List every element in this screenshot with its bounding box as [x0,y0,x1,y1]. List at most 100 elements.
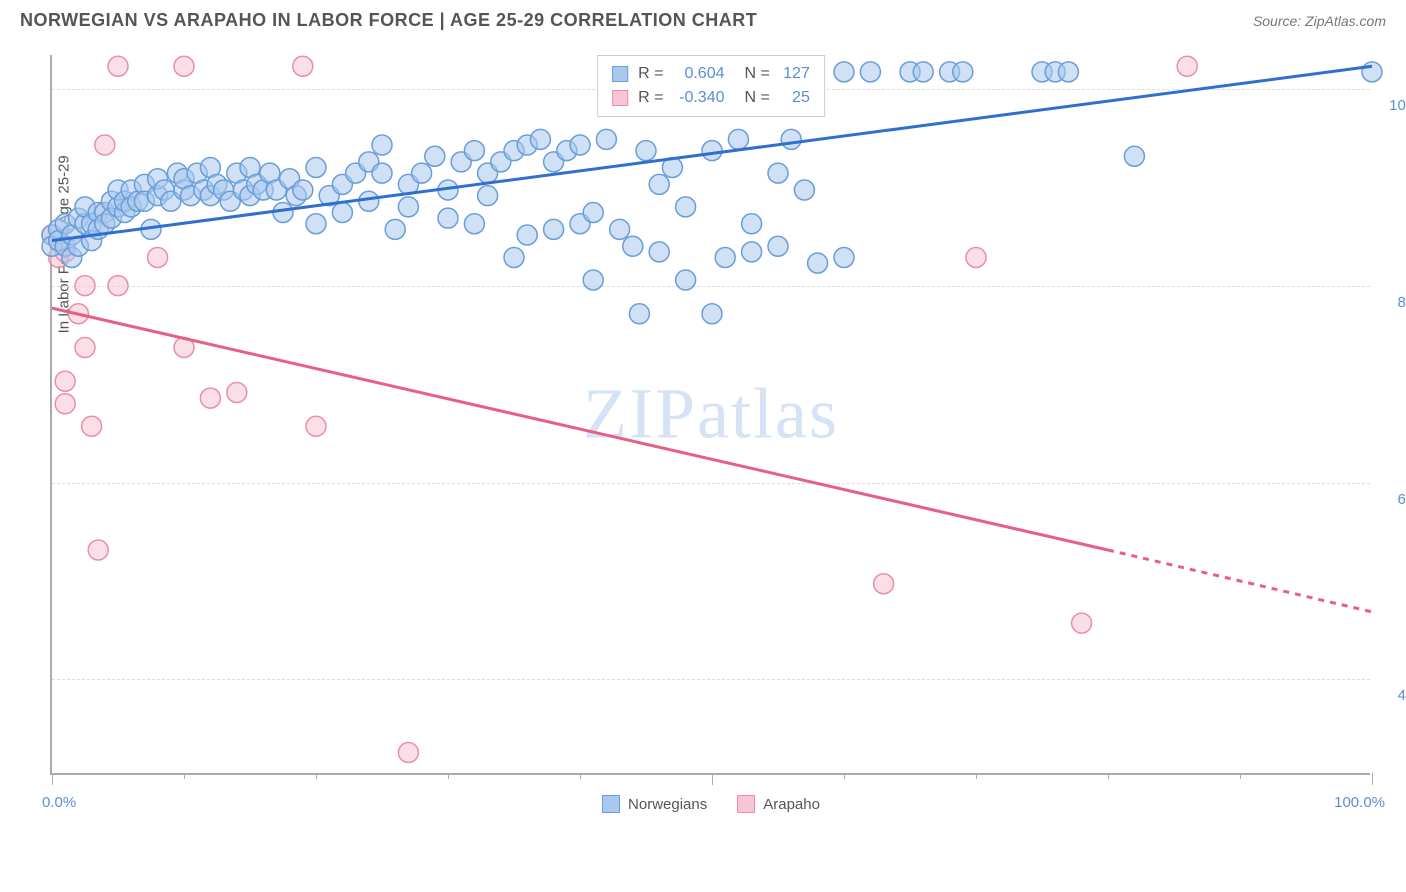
data-point [808,253,828,273]
data-point [544,219,564,239]
chart-container: NORWEGIAN VS ARAPAHO IN LABOR FORCE | AG… [0,0,1406,892]
data-point [398,743,418,763]
legend-item: Norwegians [602,795,707,813]
data-point [629,304,649,324]
data-point [332,203,352,223]
data-point [359,191,379,211]
stats-r-value: 0.604 [670,62,725,86]
stats-box: R = 0.604 N =127 R = -0.340 N =25 [597,55,825,117]
data-point [649,174,669,194]
data-point [372,135,392,155]
y-tick-label: 100.0% [1389,97,1406,114]
x-axis-label-max: 100.0% [1334,794,1385,811]
data-point [385,219,405,239]
legend-swatch [602,795,620,813]
x-tick-minor [448,773,449,779]
data-point [438,208,458,228]
data-point [610,219,630,239]
stats-n-value: 127 [776,62,810,86]
stats-n-value: 25 [776,86,810,110]
data-point [768,236,788,256]
x-tick-minor [316,773,317,779]
y-tick-label: 65.0% [1397,491,1406,508]
data-point [570,135,590,155]
data-point [293,180,313,200]
data-point [517,225,537,245]
data-point [913,62,933,82]
x-tick-minor [1240,773,1241,779]
data-point [200,388,220,408]
data-point [1124,146,1144,166]
x-tick-major [1372,773,1373,785]
data-point [636,141,656,161]
data-point [372,163,392,183]
chart-title: NORWEGIAN VS ARAPAHO IN LABOR FORCE | AG… [20,10,757,31]
data-point [715,248,735,268]
data-point [676,270,696,290]
data-point [75,276,95,296]
data-point [874,574,894,594]
data-point [728,129,748,149]
x-tick-minor [844,773,845,779]
data-point [504,248,524,268]
data-point [596,129,616,149]
data-point [148,248,168,268]
data-point [794,180,814,200]
data-point [623,236,643,256]
data-point [398,197,418,217]
stats-r-value: -0.340 [670,86,725,110]
stats-n-label: N = [745,86,770,110]
data-point [583,203,603,223]
data-point [75,338,95,358]
x-tick-minor [184,773,185,779]
data-point [702,141,722,161]
data-point [227,383,247,403]
stats-n-label: N = [745,62,770,86]
x-tick-major [712,773,713,785]
data-point [953,62,973,82]
data-point [966,248,986,268]
regression-line [52,308,1108,550]
data-point [768,163,788,183]
data-point [478,186,498,206]
data-point [55,394,75,414]
y-tick-label: 82.5% [1397,294,1406,311]
legend: Norwegians Arapaho [602,795,820,813]
data-point [425,146,445,166]
legend-swatch [737,795,755,813]
data-point [1177,56,1197,76]
data-point [530,129,550,149]
regression-line [1108,550,1372,612]
data-point [742,214,762,234]
stats-row: R = 0.604 N =127 [612,62,810,86]
stats-r-label: R = [638,62,663,86]
x-tick-major [52,773,53,785]
data-point [649,242,669,262]
data-point [95,135,115,155]
data-point [860,62,880,82]
x-axis-label-min: 0.0% [42,794,76,811]
plot-svg [52,55,1370,773]
legend-label: Norwegians [628,796,707,813]
data-point [108,276,128,296]
data-point [702,304,722,324]
x-tick-minor [976,773,977,779]
data-point [464,141,484,161]
data-point [583,270,603,290]
data-point [1362,62,1382,82]
data-point [82,416,102,436]
data-point [676,197,696,217]
source-label: Source: ZipAtlas.com [1253,13,1386,29]
stats-r-label: R = [638,86,663,110]
data-point [88,540,108,560]
data-point [306,214,326,234]
legend-swatch [612,66,628,82]
data-point [293,56,313,76]
header: NORWEGIAN VS ARAPAHO IN LABOR FORCE | AG… [0,0,1406,36]
legend-item: Arapaho [737,795,820,813]
chart-area: In Labor Force | Age 25-29 ZIPatlas 100.… [50,55,1370,775]
data-point [464,214,484,234]
x-tick-minor [1108,773,1109,779]
data-point [1072,613,1092,633]
data-point [306,416,326,436]
